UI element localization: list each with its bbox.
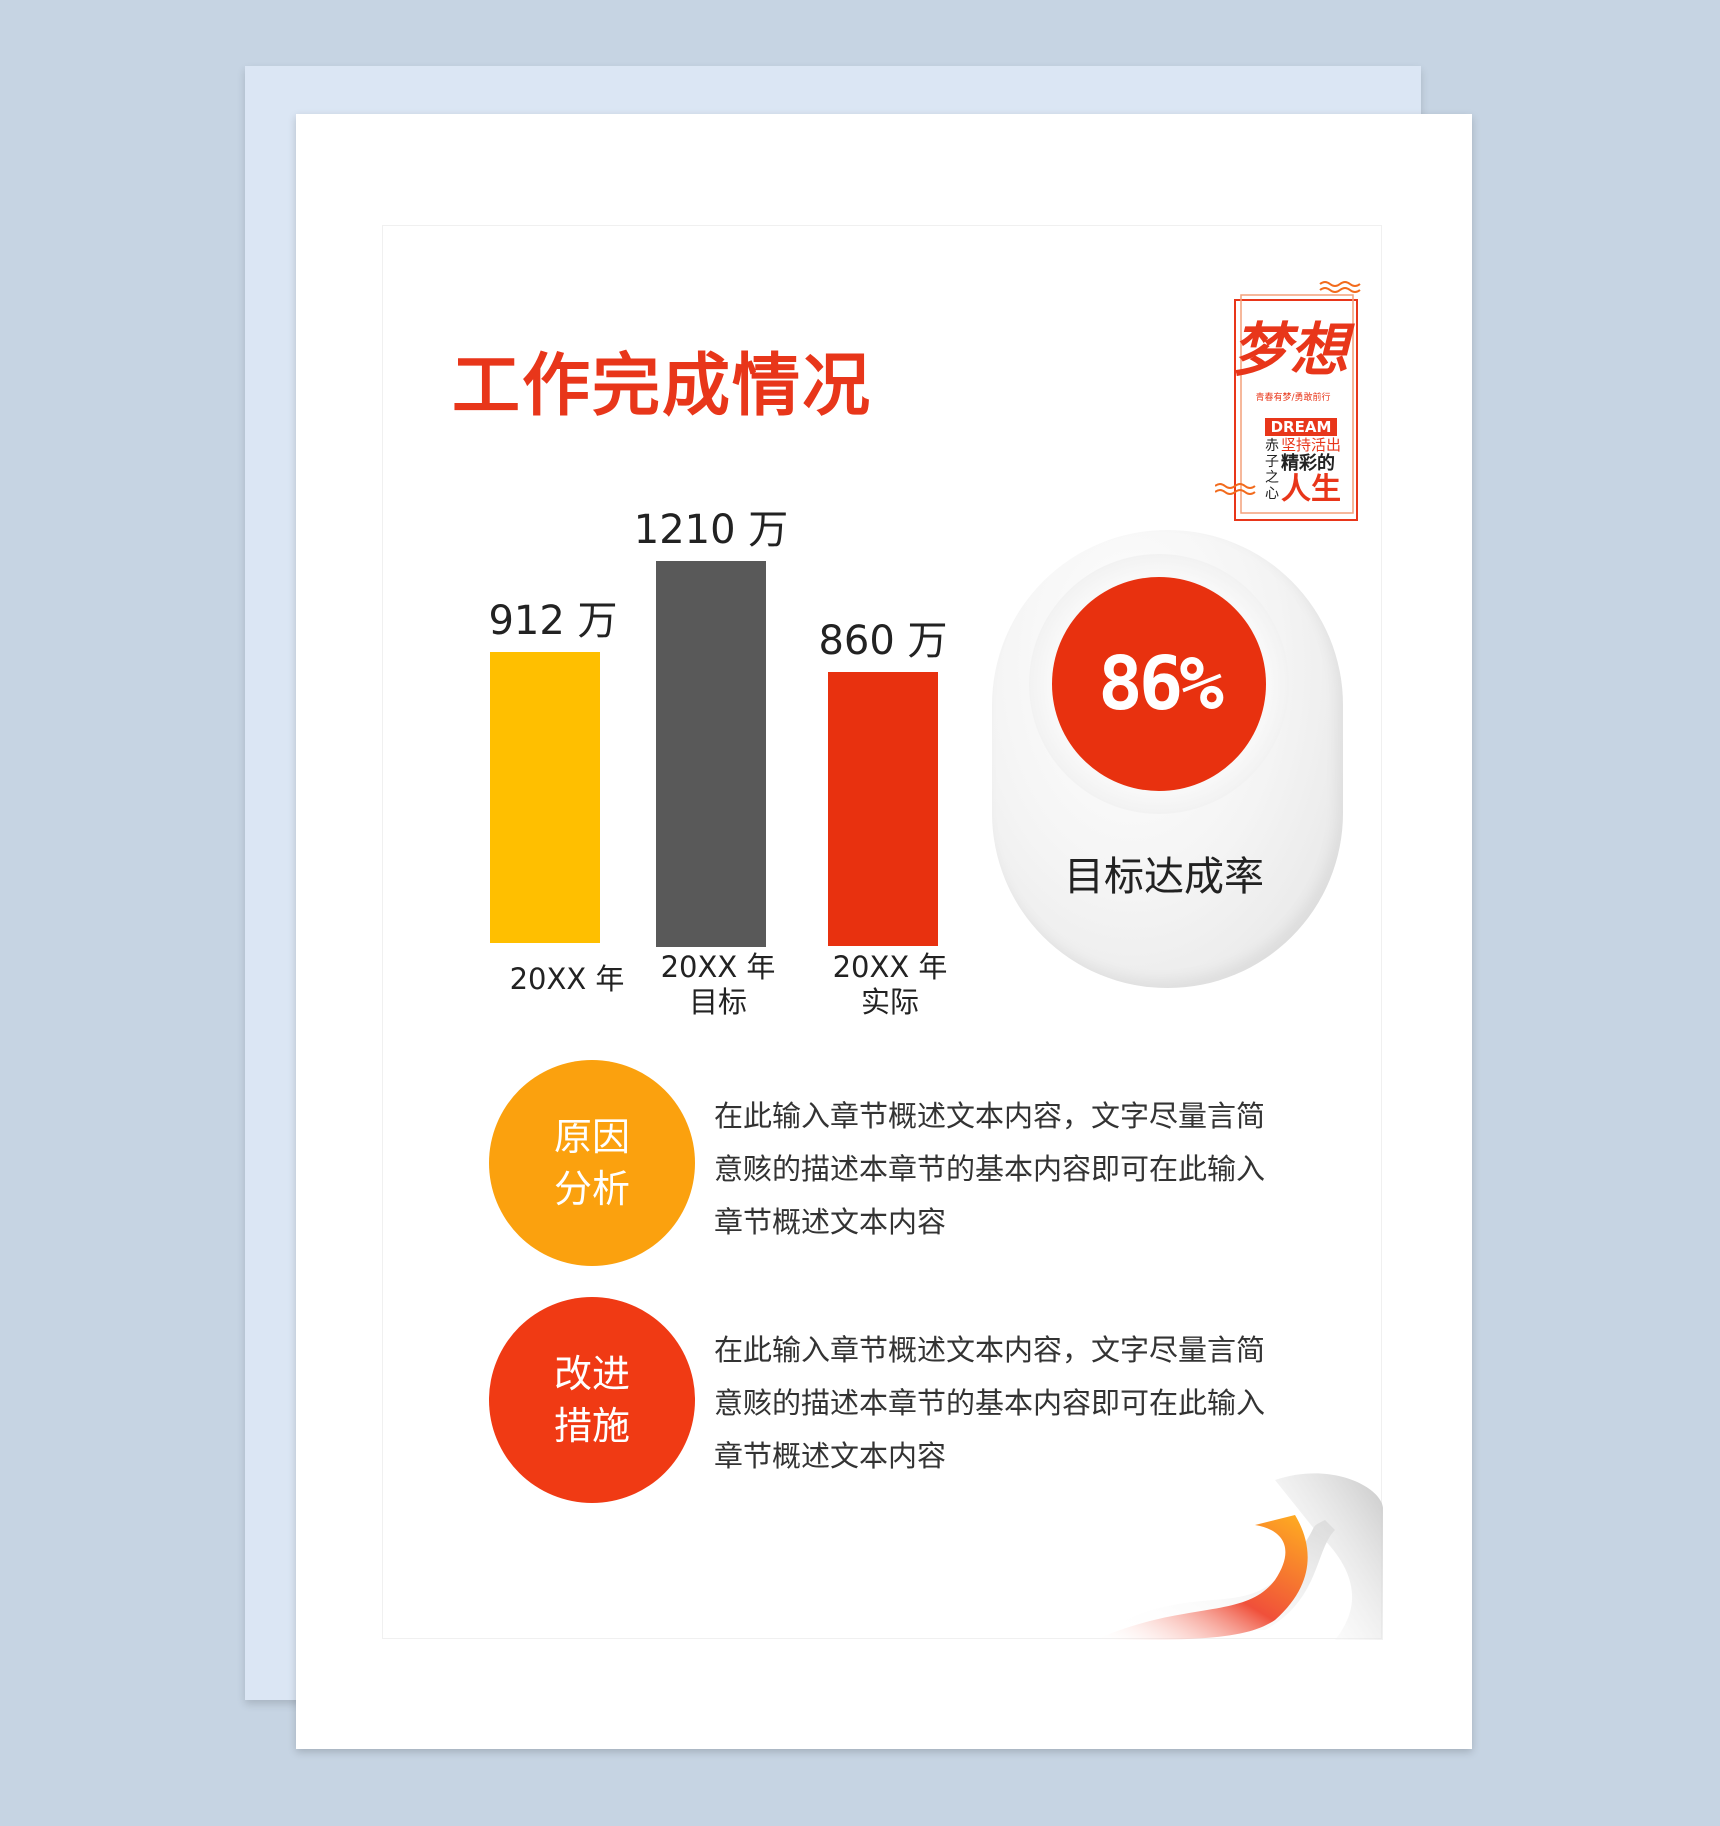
page-title: 工作完成情况 bbox=[452, 347, 873, 426]
bar-0 bbox=[490, 652, 600, 943]
badge-line: 分析 bbox=[553, 1167, 630, 1211]
svg-text:心: 心 bbox=[1265, 486, 1279, 502]
section-text-improve: 在此输入章节概述文本内容，文字尽量言简 意赅的描述本章节的基本内容即可在此输入 … bbox=[714, 1324, 1304, 1483]
section-badge-improve: 改进 措施 bbox=[489, 1297, 695, 1503]
svg-text:青春有梦/勇敢前行: 青春有梦/勇敢前行 bbox=[1255, 391, 1330, 403]
category-label: 20XX 年目标 bbox=[660, 950, 776, 1019]
content-frame bbox=[382, 225, 1382, 1639]
logo-main: 梦想 bbox=[1232, 316, 1355, 384]
svg-text:之: 之 bbox=[1265, 470, 1279, 486]
rate-label: 目标达成率 bbox=[1064, 854, 1264, 900]
badge-line: 措施 bbox=[553, 1404, 630, 1448]
text-line: 意赅的描述本章节的基本内容即可在此输入 bbox=[714, 1152, 1266, 1186]
section-text-reason: 在此输入章节概述文本内容，文字尽量言简 意赅的描述本章节的基本内容即可在此输入 … bbox=[714, 1090, 1304, 1249]
value-label: 912 万 bbox=[488, 598, 618, 645]
badge-line: 改进 bbox=[553, 1352, 630, 1396]
ribbon-decoration bbox=[1075, 1470, 1383, 1640]
text-line: 在此输入章节概述文本内容，文字尽量言简 bbox=[714, 1099, 1266, 1133]
rate-value: 86% bbox=[1052, 577, 1266, 791]
text-line: 意赅的描述本章节的基本内容即可在此输入 bbox=[714, 1386, 1266, 1420]
section-badge-reason: 原因 分析 bbox=[489, 1060, 695, 1266]
dream-logo: 梦想 青春有梦/勇敢前行 DREAM 赤子 之心 坚持活出 精彩的 人生 bbox=[1214, 278, 1365, 523]
text-line: 章节概述文本内容 bbox=[714, 1439, 947, 1473]
svg-text:人生: 人生 bbox=[1281, 472, 1341, 507]
svg-text:子: 子 bbox=[1265, 454, 1279, 470]
text-line: 章节概述文本内容 bbox=[714, 1205, 947, 1239]
value-label: 1210 万 bbox=[633, 507, 789, 553]
svg-text:赤: 赤 bbox=[1265, 438, 1279, 454]
value-label: 860 万 bbox=[818, 617, 948, 664]
svg-text:精彩的: 精彩的 bbox=[1281, 452, 1335, 474]
text-line: 在此输入章节概述文本内容，文字尽量言简 bbox=[714, 1333, 1266, 1367]
bar-2 bbox=[828, 671, 938, 946]
badge-line: 原因 bbox=[553, 1115, 630, 1159]
svg-text:DREAM: DREAM bbox=[1271, 418, 1332, 436]
category-label: 20XX 年实际 bbox=[832, 950, 948, 1019]
svg-text:坚持活出: 坚持活出 bbox=[1281, 436, 1341, 454]
bar-1 bbox=[656, 561, 766, 947]
category-label: 20XX 年 bbox=[509, 962, 625, 996]
